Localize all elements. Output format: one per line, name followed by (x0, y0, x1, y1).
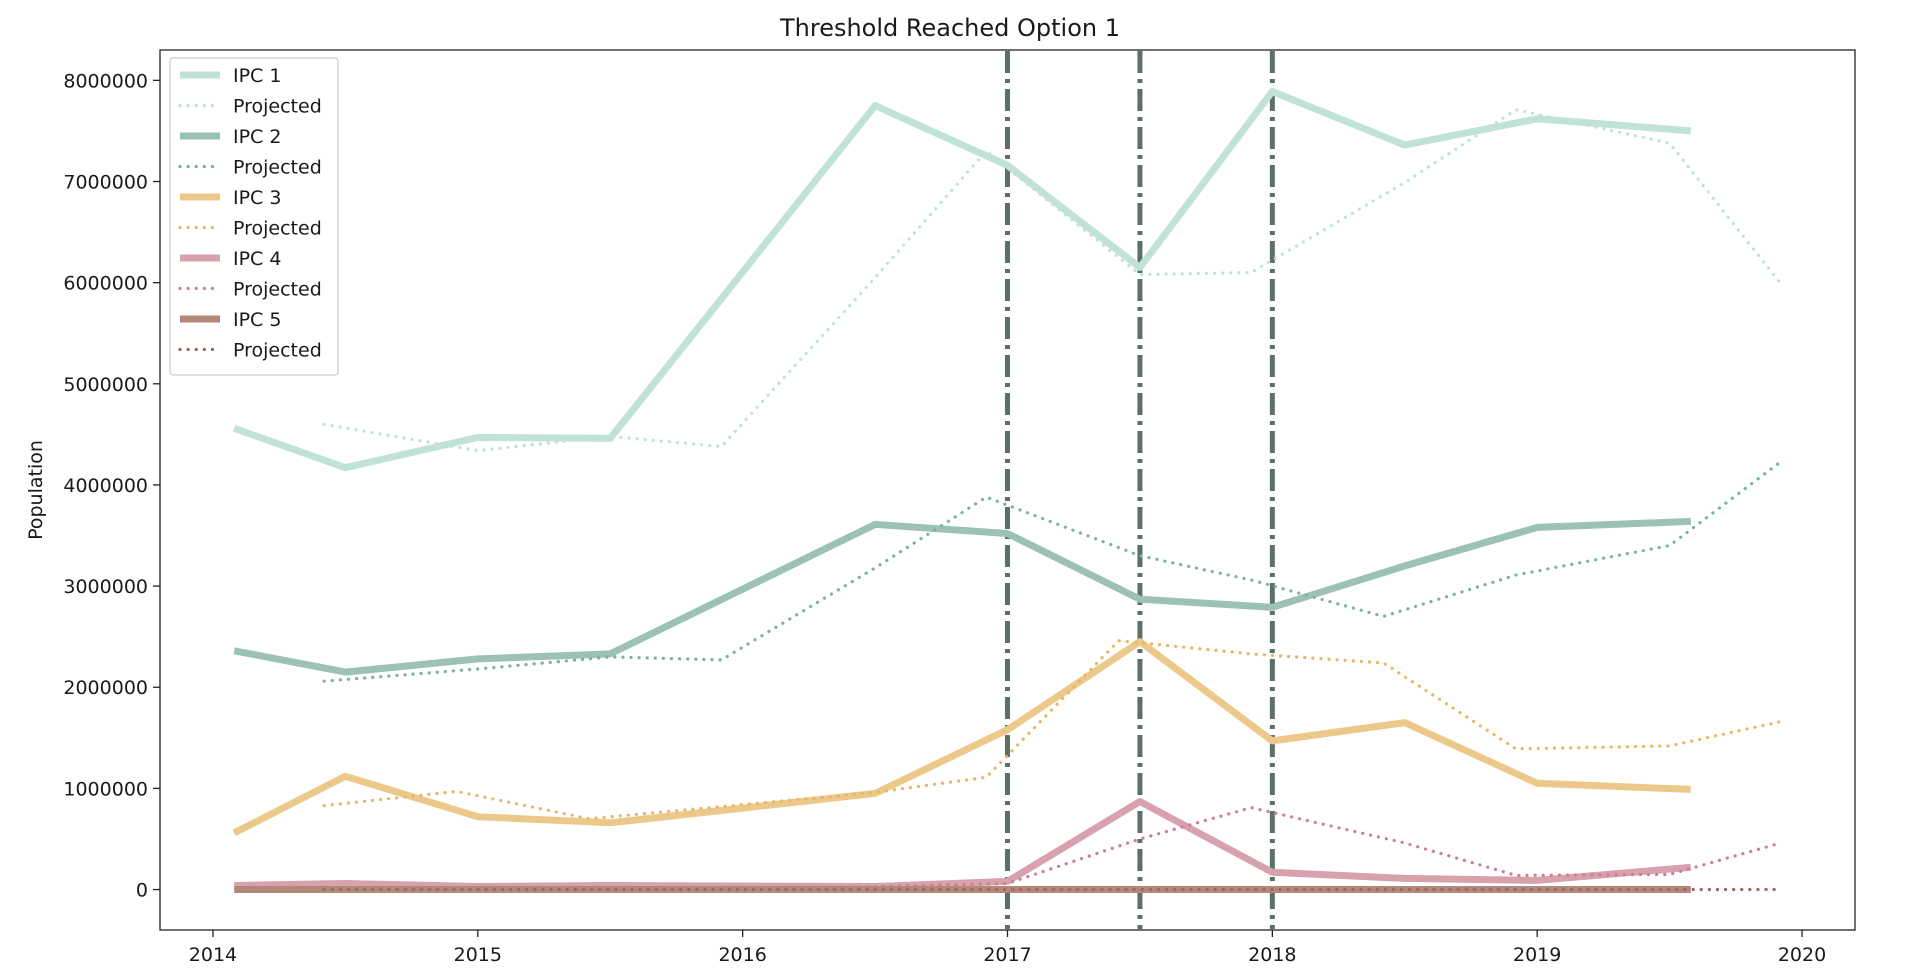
series-line-6-projected (322, 639, 1783, 821)
legend-label: Projected (233, 218, 322, 240)
legend-label: IPC 5 (233, 309, 281, 331)
y-tick-label: 1000000 (63, 778, 148, 800)
y-tick-label: 3000000 (63, 576, 148, 598)
legend-label: Projected (233, 96, 322, 118)
legend-label: Projected (233, 279, 322, 301)
threshold-lines (1005, 51, 1275, 929)
y-tick-label: 8000000 (63, 70, 148, 92)
series-line-5-observed (232, 638, 1691, 837)
series-line-8-projected (322, 805, 1783, 890)
series-group (232, 88, 1783, 893)
y-tick-label: 2000000 (63, 677, 148, 699)
x-tick-label: 2018 (1248, 944, 1296, 966)
y-tick-label: 4000000 (63, 475, 148, 497)
y-axis-label: Population (25, 440, 47, 540)
y-tick-label: 6000000 (63, 273, 148, 295)
x-tick-label: 2017 (983, 944, 1031, 966)
series-line-2-projected (322, 108, 1783, 453)
y-tick-label: 7000000 (63, 171, 148, 193)
legend-label: Projected (233, 340, 322, 362)
legend-label: IPC 4 (233, 248, 281, 270)
series-line-7-observed (234, 798, 1692, 890)
legend: IPC 1 Projected IPC 2 Projected IPC 3 Project… (169, 57, 339, 376)
y-tick-label: 0 (136, 880, 148, 902)
x-tick-label: 2020 (1778, 944, 1826, 966)
x-tick-label: 2019 (1513, 944, 1561, 966)
x-tick-label: 2015 (454, 944, 502, 966)
legend-label: IPC 1 (233, 65, 281, 87)
axes: 2014 2015 2016 2017 2018 2019 2020 0 1000000 2000… (63, 49, 1856, 966)
y-tick-label: 5000000 (63, 374, 148, 396)
legend-label: IPC 2 (233, 126, 281, 148)
x-tick-label: 2016 (718, 944, 766, 966)
x-tick-label: 2014 (189, 944, 237, 966)
chart-title: Threshold Reached Option 1 (779, 14, 1120, 42)
legend-label: IPC 3 (233, 187, 281, 209)
series-line-3-observed (233, 517, 1691, 676)
series-line-1-observed (233, 88, 1692, 472)
legend-label: Projected (233, 157, 322, 179)
